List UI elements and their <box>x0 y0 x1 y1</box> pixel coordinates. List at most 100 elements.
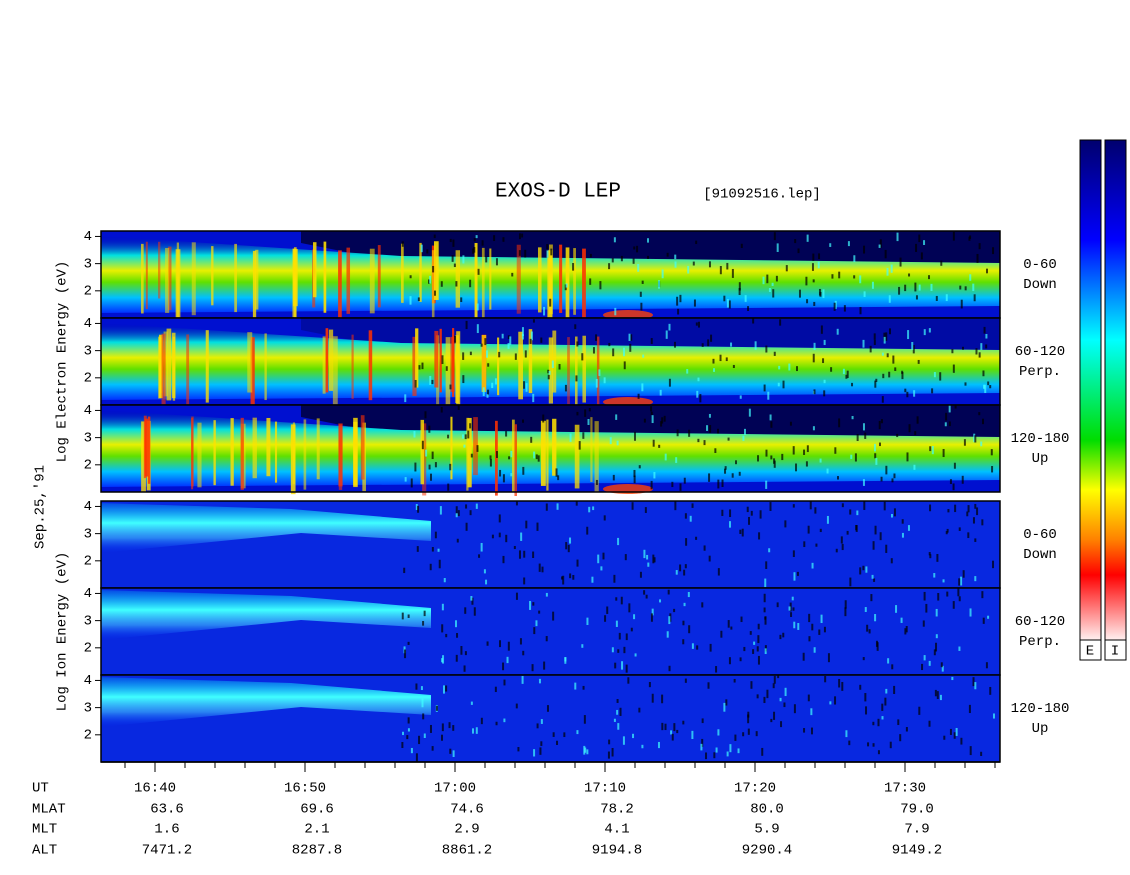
noise <box>440 734 443 741</box>
noise <box>645 594 648 599</box>
noise <box>928 552 931 556</box>
noise <box>502 662 505 671</box>
noise <box>438 559 441 569</box>
spectrogram-panel <box>101 675 1000 763</box>
noise <box>968 704 971 714</box>
noise <box>738 282 741 291</box>
noise <box>878 420 881 430</box>
noise <box>644 507 647 513</box>
noise <box>756 694 759 699</box>
noise <box>985 333 988 339</box>
noise <box>901 372 904 380</box>
noise <box>422 713 425 720</box>
streak <box>197 422 202 488</box>
noise <box>441 603 444 611</box>
noise <box>915 295 918 300</box>
noise <box>586 617 589 626</box>
noise <box>967 505 970 513</box>
noise <box>853 255 856 263</box>
noise <box>648 681 651 688</box>
noise <box>693 299 696 307</box>
noise <box>891 478 894 483</box>
noise <box>663 415 666 422</box>
noise <box>823 379 826 384</box>
streak <box>450 416 453 480</box>
streak <box>596 336 600 412</box>
noise <box>916 416 919 424</box>
noise <box>864 607 867 612</box>
noise <box>664 723 667 731</box>
noise <box>807 694 810 702</box>
streak <box>573 248 576 315</box>
noise <box>826 468 829 474</box>
noise <box>414 462 417 472</box>
noise <box>443 578 446 583</box>
noise <box>515 592 518 600</box>
noise <box>893 685 896 694</box>
noise <box>602 552 605 560</box>
noise <box>689 515 692 522</box>
noise <box>773 460 776 468</box>
noise <box>720 630 723 638</box>
noise <box>661 269 664 279</box>
noise <box>673 608 676 613</box>
noise <box>906 452 909 462</box>
noise <box>613 237 616 243</box>
ion-band <box>101 503 431 553</box>
orbit-row-label: ALT <box>32 843 57 859</box>
noise <box>886 353 889 358</box>
noise <box>818 253 821 260</box>
noise <box>953 462 956 469</box>
noise <box>545 636 548 642</box>
noise <box>633 475 636 484</box>
noise <box>974 576 977 582</box>
noise <box>595 479 598 485</box>
noise <box>748 408 751 417</box>
noise <box>569 537 572 544</box>
noise <box>625 664 628 673</box>
noise <box>855 525 858 532</box>
noise <box>628 603 631 613</box>
noise <box>578 441 581 450</box>
noise <box>975 348 978 355</box>
noise <box>834 300 837 309</box>
noise <box>660 421 663 427</box>
noise <box>683 477 686 484</box>
ion-band <box>101 677 431 727</box>
streak <box>158 336 162 399</box>
noise <box>843 305 846 312</box>
y-tick-label: 3 <box>84 256 92 272</box>
noise <box>890 558 893 564</box>
noise <box>617 649 620 653</box>
noise <box>726 262 729 270</box>
noise <box>879 532 882 541</box>
noise <box>781 453 784 461</box>
noise <box>834 447 837 454</box>
noise <box>540 741 543 746</box>
noise <box>433 234 436 239</box>
noise <box>901 532 904 538</box>
noise <box>475 235 478 239</box>
noise <box>524 350 527 358</box>
noise <box>954 405 957 409</box>
colorbar <box>1079 139 1102 641</box>
noise <box>935 608 938 617</box>
direction-label: Up <box>1032 451 1049 467</box>
noise <box>958 578 961 586</box>
noise <box>643 549 646 559</box>
noise <box>420 244 423 253</box>
noise <box>925 603 928 613</box>
noise <box>671 733 674 741</box>
noise <box>862 423 865 431</box>
noise <box>788 363 791 371</box>
noise <box>750 510 753 516</box>
noise <box>667 589 670 595</box>
noise <box>613 718 616 722</box>
noise <box>813 389 816 395</box>
noise <box>421 698 424 708</box>
noise <box>481 240 484 246</box>
noise <box>415 504 418 510</box>
noise <box>495 721 498 726</box>
noise <box>719 265 722 275</box>
noise <box>435 705 438 711</box>
